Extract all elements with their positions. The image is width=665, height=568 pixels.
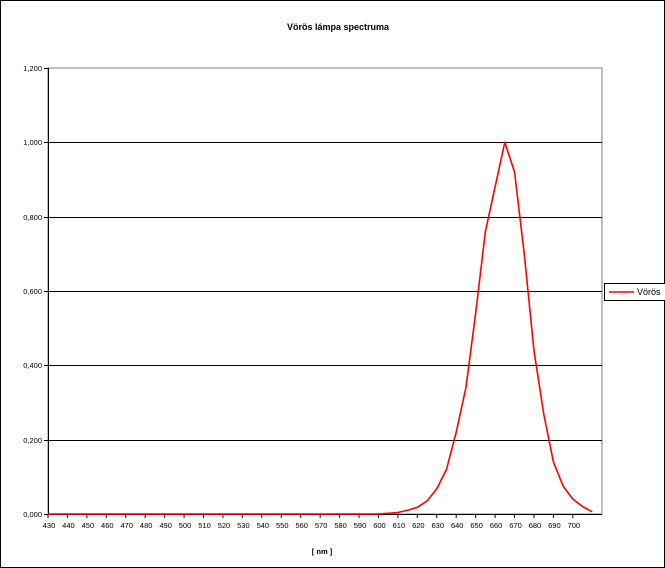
x-tick-label: 560 (295, 521, 308, 530)
x-tick-label: 500 (179, 521, 192, 530)
x-tick-label: 630 (432, 521, 445, 530)
legend: Vörös (604, 283, 665, 301)
x-tick-label: 670 (509, 521, 522, 530)
x-tick-label: 690 (548, 521, 561, 530)
x-tick-label: 510 (198, 521, 211, 530)
x-tick-label: 430 (43, 521, 56, 530)
x-tick-label: 460 (101, 521, 114, 530)
x-tick-label: 640 (451, 521, 464, 530)
y-tick-label: 0,200 (23, 436, 42, 445)
x-tick-label: 660 (490, 521, 503, 530)
legend-box (604, 283, 665, 301)
x-tick-label: 540 (257, 521, 270, 530)
x-tick-label: 620 (412, 521, 425, 530)
y-axis: 0,000 0,200 0,400 0,600 0,800 1,000 1,200 (23, 64, 49, 519)
x-tick-label: 680 (529, 521, 542, 530)
y-tick-label: 1,000 (23, 138, 42, 147)
y-tick-label: 1,200 (23, 64, 42, 73)
x-tick-label: 550 (276, 521, 289, 530)
x-tick-label: 490 (159, 521, 172, 530)
x-tick-label: 530 (237, 521, 250, 530)
x-tick-label: 480 (140, 521, 153, 530)
x-tick-label: 570 (315, 521, 328, 530)
x-tick-label: 440 (62, 521, 75, 530)
chart-title: Vörös lámpa spectruma (287, 22, 390, 32)
series-line-0 (48, 141, 593, 515)
plot-area: 0,000 0,200 0,400 0,600 0,800 1,000 1,200 430 4… (23, 64, 603, 530)
x-tick-label: 590 (354, 521, 367, 530)
x-tick-label: 450 (82, 521, 95, 530)
x-tick-label: 700 (568, 521, 581, 530)
gridlines (48, 142, 602, 441)
x-tick-label: 600 (373, 521, 386, 530)
y-tick-label: 0,800 (23, 213, 42, 222)
x-tick-label: 650 (470, 521, 483, 530)
y-tick-label: 0,600 (23, 287, 42, 296)
legend-label: Vörös (637, 287, 661, 297)
series-layer (48, 141, 593, 515)
x-axis-label: [ nm ] (312, 547, 333, 556)
x-tick-label: 610 (393, 521, 406, 530)
y-tick-label: 0,400 (23, 361, 42, 370)
x-tick-label: 580 (334, 521, 347, 530)
x-tick-label: 520 (218, 521, 231, 530)
y-tick-label: 0,000 (23, 510, 42, 519)
x-tick-label: 470 (120, 521, 133, 530)
